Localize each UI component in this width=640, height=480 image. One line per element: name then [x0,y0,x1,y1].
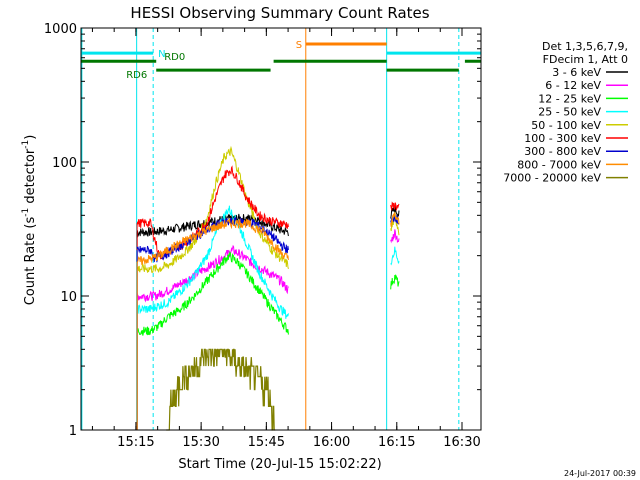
legend-entry-label: 50 - 100 keV [531,119,601,132]
plot-frame [80,27,482,431]
legend-entry-label: 3 - 6 keV [552,66,601,79]
y-axis-label: Count Rate (s-1 detector-1) [21,135,38,306]
legend-entry-label: 6 - 12 keV [545,79,601,92]
series-line-8 [166,348,276,431]
legend-header: Det 1,3,5,6,7,9, [542,40,628,53]
series-line-7 [136,211,400,430]
y-axis-label-part: -1 [21,140,31,149]
y-tick-label: 100 [52,156,77,171]
legend-entry-label: 100 - 300 keV [524,132,601,145]
flag-label-rd6: RD6 [126,70,147,81]
legend-entry-label: 12 - 25 keV [538,92,601,105]
chart-title: HESSI Observing Summary Count Rates [130,4,429,22]
x-tick-label: 15:45 [248,435,285,450]
y-axis-label-part: -1 [21,208,31,217]
footer-date: 24-Jul-2017 00:39 [564,469,636,478]
flag-label-rd0: RD0 [164,52,185,63]
legend: Det 1,3,5,6,7,9,FDecim 1, Att 03 - 6 keV… [503,40,628,185]
legend-entry-label: 7000 - 20000 keV [503,172,601,185]
plot-area: N S RD0 RD6 [81,28,481,431]
legend-entry-label: 25 - 50 keV [538,106,601,119]
x-tick-label: 16:15 [378,435,415,450]
y-tick-label: 1 [69,424,77,439]
y-axis-label-part: Count Rate (s [23,217,38,306]
x-tick-label: 15:15 [117,435,154,450]
legend-entry-label: 300 - 800 keV [524,145,601,158]
y-tick-label: 10 [60,290,77,305]
x-tick-label: 16:30 [443,435,480,450]
flag-label-n: N [158,49,165,60]
y-axis-label-part: ) [23,135,38,140]
legend-header: FDecim 1, Att 0 [543,53,628,66]
y-axis-label-part: detector [23,148,38,208]
flag-label-s: S [296,40,302,51]
x-axis-label: Start Time (20-Jul-15 15:02:22) [178,457,381,472]
y-tick-label: 1000 [44,22,77,37]
x-tick-label: 16:00 [313,435,350,450]
x-tick-label: 15:30 [182,435,219,450]
legend-entry-label: 800 - 7000 keV [517,158,601,171]
axes: 15:15 15:30 15:45 16:00 16:15 16:30 1 10 100 1000 [44,22,481,450]
